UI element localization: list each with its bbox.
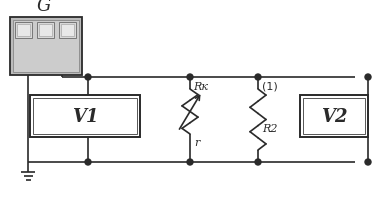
Text: (1): (1) bbox=[262, 82, 278, 92]
Bar bbox=[300, 96, 368, 137]
Bar bbox=[39, 25, 52, 37]
Bar bbox=[30, 96, 140, 137]
Circle shape bbox=[255, 159, 261, 165]
Bar bbox=[59, 23, 76, 39]
Bar bbox=[303, 99, 365, 134]
Bar bbox=[10, 18, 82, 76]
Text: G: G bbox=[37, 0, 51, 15]
Text: V1: V1 bbox=[72, 107, 98, 125]
Circle shape bbox=[85, 75, 91, 81]
Bar bbox=[15, 23, 32, 39]
Bar bbox=[37, 23, 54, 39]
Bar bbox=[13, 21, 79, 73]
Circle shape bbox=[85, 159, 91, 165]
Text: Rк: Rк bbox=[193, 82, 208, 92]
Bar bbox=[33, 99, 137, 134]
Text: r: r bbox=[194, 137, 199, 147]
Bar bbox=[17, 25, 30, 37]
Circle shape bbox=[187, 75, 193, 81]
Circle shape bbox=[187, 159, 193, 165]
Circle shape bbox=[365, 75, 371, 81]
Text: V2: V2 bbox=[321, 107, 347, 125]
Text: R2: R2 bbox=[262, 124, 277, 134]
Circle shape bbox=[365, 159, 371, 165]
Bar bbox=[61, 25, 74, 37]
Circle shape bbox=[255, 75, 261, 81]
